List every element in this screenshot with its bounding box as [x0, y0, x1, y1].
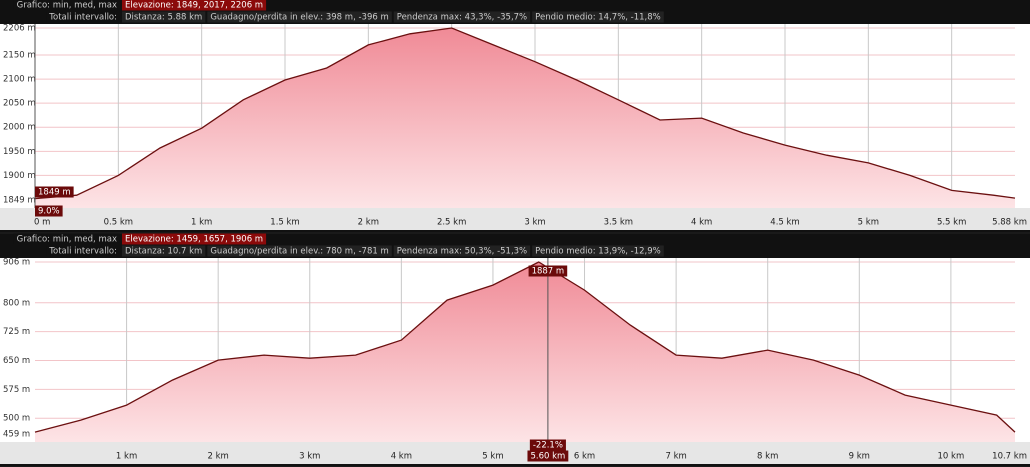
elevation-stats-box	[122, 0, 267, 11]
x-tick-label: 8 km	[757, 452, 778, 462]
totals-label-box	[46, 11, 120, 23]
x-tick-label: 5.88 km	[992, 218, 1027, 228]
legend-label-box	[13, 0, 120, 11]
header-slope-max-box	[393, 11, 531, 23]
x-tick-label: 3.5 km	[604, 218, 633, 228]
legend-label: Grafico: min, med, max	[17, 1, 117, 11]
cursor-slope-box	[529, 439, 566, 451]
cursor-elevation: 1887 m	[532, 267, 565, 277]
y-tick-label: 2000 m	[3, 123, 36, 133]
x-tick-label: 6 km	[574, 452, 595, 462]
totals-label-box	[46, 245, 120, 257]
totals-label: Totali intervallo:	[48, 247, 117, 257]
x-tick-label: 4 km	[691, 218, 712, 228]
cursor-elevation-box	[528, 265, 568, 277]
x-tick-label: 4.5 km	[770, 218, 799, 228]
x-tick-label: 10 km	[938, 452, 965, 462]
header-slope-max: Pendenza max: 50,3%, -51,3%	[397, 247, 527, 257]
y-tick-label: 1900 m	[3, 171, 36, 181]
legend-label-box	[13, 233, 120, 245]
y-tick-label: 1849 m	[3, 196, 36, 206]
header-gain-box	[207, 245, 392, 257]
elevation-line	[34, 27, 1016, 200]
x-tick-label: 0.5 km	[104, 218, 133, 228]
x-tick-label: 2 km	[208, 452, 229, 462]
x-tick-label: 1 km	[191, 218, 212, 228]
header-distance: Distanza: 10.7 km	[125, 247, 202, 257]
cursor-elevation: 1849 m	[38, 188, 71, 198]
header-distance-box	[122, 11, 206, 23]
x-tick-label: 10.7 km	[992, 452, 1027, 462]
cursor-distance-box	[527, 450, 569, 462]
x-tick-label: 3 km	[299, 452, 320, 462]
x-axis-bg	[0, 442, 1030, 464]
elevation-stats-box	[122, 233, 267, 245]
header-slope-avg: Pendio medio: 13,9%, -12,9%	[535, 247, 661, 257]
header-gain: Guadagno/perdita in elev.: 398 m, -396 m	[210, 13, 388, 23]
y-tick-label: 2100 m	[3, 75, 36, 85]
x-tick-label: 4 km	[391, 452, 412, 462]
header-distance: Distanza: 5.88 km	[125, 13, 202, 23]
y-tick-label: 2150 m	[3, 50, 36, 60]
x-tick-label: 5 km	[858, 218, 879, 228]
area-fill	[35, 262, 1015, 442]
elevation-line	[34, 261, 1016, 433]
elevation-stats: Elevazione: 1459, 1657, 1906 m	[125, 235, 263, 245]
cursor-elevation-box	[35, 186, 74, 198]
header-gain: Guadagno/perdita in elev.: 780 m, -781 m	[210, 247, 388, 257]
y-tick-label: 906 m	[3, 258, 30, 268]
y-tick-label: 2206 m	[3, 24, 36, 34]
cursor-slope-box	[35, 205, 63, 217]
y-tick-label: 2050 m	[3, 99, 36, 109]
x-tick-label: 1.5 km	[270, 218, 299, 228]
header-slope-max-box	[393, 245, 531, 257]
x-axis-bg	[0, 208, 1030, 230]
header-distance-box	[122, 245, 206, 257]
y-tick-label: 725 m	[3, 327, 30, 337]
x-tick-label: 3 km	[524, 218, 545, 228]
area-fill	[35, 28, 1015, 208]
legend-label: Grafico: min, med, max	[17, 235, 117, 245]
x-tick-label: 9 km	[849, 452, 870, 462]
header-slope-avg-box	[532, 245, 664, 257]
y-tick-label: 459 m	[3, 430, 30, 440]
x-tick-label: 5 km	[482, 452, 503, 462]
y-tick-label: 800 m	[3, 298, 30, 308]
y-tick-label: 1950 m	[3, 147, 36, 157]
y-tick-label: 650 m	[3, 356, 30, 366]
x-tick-label: 7 km	[665, 452, 686, 462]
x-tick-label: 1 km	[116, 452, 137, 462]
x-tick-label: 5.5 km	[937, 218, 966, 228]
cursor-distance: 5.60 km	[530, 452, 565, 462]
header-slope-avg-box	[532, 11, 664, 23]
header-gain-box	[207, 11, 392, 23]
cursor-slope: 9.0%	[38, 207, 60, 217]
x-tick-label: 2 km	[358, 218, 379, 228]
y-tick-label: 575 m	[3, 385, 30, 395]
totals-label: Totali intervallo:	[48, 13, 117, 23]
cursor-slope: -22.1%	[533, 441, 563, 451]
y-tick-label: 500 m	[3, 414, 30, 424]
x-tick-label: 2.5 km	[437, 218, 466, 228]
header-slope-avg: Pendio medio: 14,7%, -11,8%	[535, 13, 661, 23]
header-slope-max: Pendenza max: 43,3%, -35,7%	[397, 13, 527, 23]
x-tick-label: 0 m	[34, 218, 50, 228]
elevation-stats: Elevazione: 1849, 2017, 2206 m	[125, 1, 263, 11]
